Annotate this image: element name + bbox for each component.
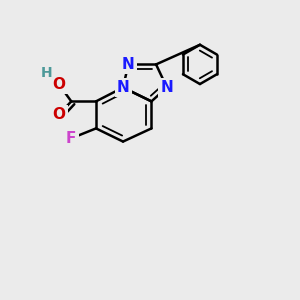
Text: O: O <box>52 77 65 92</box>
Text: H: H <box>40 66 52 80</box>
Text: F: F <box>66 131 76 146</box>
Text: N: N <box>117 80 129 95</box>
Text: N: N <box>122 57 135 72</box>
Text: O: O <box>52 107 65 122</box>
Text: N: N <box>160 80 173 95</box>
